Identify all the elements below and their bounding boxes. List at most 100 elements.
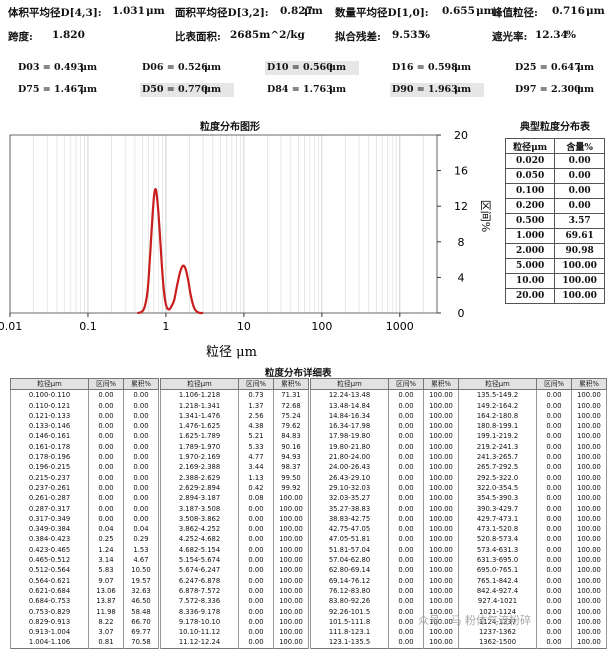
detail-row: 0.512-0.564 5.83 10.50 [10,565,159,576]
typical-row: 0.020 0.00 [504,153,605,169]
detail-cell: 3.862-4.252 [160,524,239,535]
ssa-value: 2685m^2/kg [230,29,305,41]
detail-cell: 0.00 [88,389,124,401]
detail-cell: 0.73 [238,389,274,401]
detail-cell: 573.4-631.3 [458,544,537,556]
detail-cell: 26.43-29.10 [310,472,389,483]
detail-cell: 0.00 [238,565,274,576]
axis-ticks: 0.01 0.1 1 10 100 1000 0 4 8 12 16 20 [0,129,468,333]
detail-cell: 76.12-83.80 [310,585,389,597]
detail-cell: 100.00 [571,616,607,628]
detail-cell: 5.33 [238,441,274,453]
detail-cell: 0.04 [88,524,124,535]
detail-cell: 100.00 [571,637,607,649]
detail-cell: 0.00 [123,421,159,432]
detail-row: 26.43-29.10 0.00 100.00 [310,472,459,483]
ssa-label: 比表面积: [175,31,221,43]
detail-cell: 101.5-111.8 [310,616,389,628]
detail-row: 5.154-5.674 0.00 100.00 [160,555,309,566]
detail-cell: 0.913-1.004 [10,627,89,638]
detail-cell: 0.00 [536,524,572,535]
detail-cell: 100.00 [571,452,607,463]
detail-header-cell: 粒径μm [310,377,389,391]
detail-row: 0.237-0.261 0.00 0.00 [10,482,159,494]
detail-row: 76.12-83.80 0.00 100.00 [310,585,459,597]
detail-cell: 0.465-0.512 [10,555,89,566]
detail-row: 0.161-0.178 0.00 0.00 [10,441,159,453]
detail-cell: 46.50 [123,596,159,607]
detail-cell: 100.00 [273,565,309,576]
detail-cell: 100.00 [571,585,607,597]
detail-cell: 0.00 [388,555,424,566]
detail-cell: 0.00 [536,410,572,422]
detail-cell: 69.77 [123,627,159,638]
plot-frame [9,134,438,314]
detail-row: 10.10-11.12 0.00 100.00 [160,627,309,638]
detail-cell: 100.00 [571,441,607,453]
detail-cell: 0.00 [536,585,572,597]
detail-cell: 99.92 [273,482,309,494]
detail-cell: 765.1-842.4 [458,575,537,586]
detail-cell: 0.29 [123,534,159,545]
detail-cell: 100.00 [423,524,459,535]
detail-cell: 0.00 [123,462,159,473]
detail-row: 2.894-3.187 0.08 100.00 [160,493,309,504]
detail-cell: 0.317-0.349 [10,513,89,525]
detail-row: 765.1-842.4 0.00 100.00 [458,575,607,586]
detail-cell: 100.00 [423,462,459,473]
typical-row: 10.00 100.00 [504,273,605,289]
detail-header-cell: 区间% [388,377,424,391]
x-axis-label: 粒径 μm [206,345,257,360]
detail-cell: 29.10-32.03 [310,482,389,494]
detail-row: 111.8-123.1 0.00 100.00 [310,627,459,638]
detail-cell: 0.00 [238,596,274,607]
typical-distribution-panel: 典型粒度分布表 粒径μm 含量% 0.020 0.00 0.050 0.00 0.10… [504,118,605,304]
detail-header-cell: 累积% [571,377,607,391]
detail-row: 12.24-13.48 0.00 100.00 [310,389,459,401]
detail-cell: 100.00 [571,534,607,545]
detail-row: 69.14-76.12 0.00 100.00 [310,575,459,586]
residual-unit: % [420,29,430,41]
detail-header-row: 粒径μm 区间% 累积% [10,377,159,391]
detail-cell: 0.00 [88,431,124,442]
detail-cell: 0.133-0.146 [10,421,89,432]
detail-cell: 100.00 [423,544,459,556]
detail-row: 0.196-0.215 0.00 0.00 [10,462,159,473]
detail-cell: 0.00 [536,472,572,483]
y-tick-label: 0 [458,307,465,320]
detail-cell: 100.00 [423,410,459,422]
detail-cell: 0.00 [238,524,274,535]
detail-cell: 0.00 [536,441,572,453]
detail-row: 6.247-6.878 0.00 100.00 [160,575,309,586]
distribution-chart: 0.01 0.1 1 10 100 1000 0 4 8 12 16 20 粒径 μm 区间% [0,129,492,360]
detail-cell: 1.789-1.970 [160,441,239,453]
detail-cell: 51.81-57.04 [310,544,389,556]
y-axis-label: 区间% [479,200,492,232]
detail-cell: 100.00 [571,596,607,607]
typical-row: 2.000 90.98 [504,243,605,259]
detail-row: 695.0-765.1 0.00 100.00 [458,565,607,576]
detail-cell: 100.00 [273,503,309,514]
detail-cell: 100.00 [423,503,459,514]
detail-row: 35.27-38.83 0.00 100.00 [310,503,459,514]
detail-cell: 100.00 [423,389,459,401]
detail-row: 354.5-390.3 0.00 100.00 [458,493,607,504]
detail-cell: 1.13 [238,472,274,483]
detail-cell: 100.00 [571,431,607,442]
detail-row: 1.625-1.789 5.21 84.83 [160,431,309,442]
detail-cell: 0.00 [388,472,424,483]
detail-cell: 100.00 [273,616,309,628]
detail-table-title: 粒度分布详细表 [265,368,332,379]
detail-row: 51.81-57.04 0.00 100.00 [310,544,459,556]
detail-cell: 164.2-180.8 [458,410,537,422]
detail-cell: 0.00 [388,575,424,586]
detail-cell: 98.37 [273,462,309,473]
detail-cell: 79.62 [273,421,309,432]
detail-row: 520.8-573.4 0.00 100.00 [458,534,607,545]
detail-header-row: 粒径μm 区间% 累积% [160,377,309,391]
detail-cell: 100.00 [571,410,607,422]
detail-row: 2.388-2.629 1.13 99.50 [160,472,309,483]
detail-cell: 0.00 [123,452,159,463]
detail-cell: 92.26-101.5 [310,606,389,617]
detail-cell: 3.07 [88,627,124,638]
